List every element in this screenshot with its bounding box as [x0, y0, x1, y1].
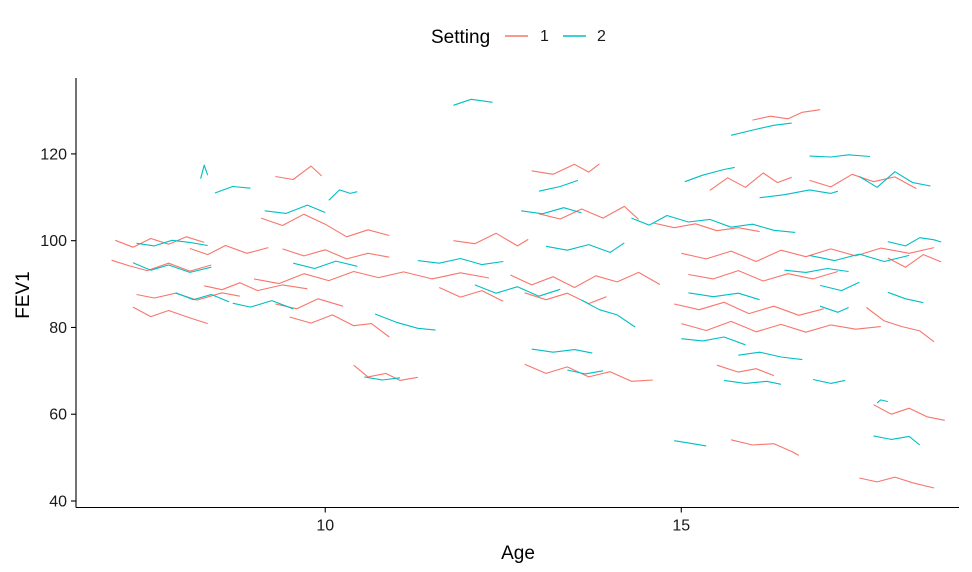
series-line-setting-1 [275, 298, 344, 310]
series-line-setting-2 [374, 313, 436, 331]
series-line-setting-1 [253, 270, 490, 285]
series-line-setting-2 [175, 292, 230, 303]
series-line-setting-1 [688, 270, 839, 282]
series-line-setting-2 [521, 207, 582, 215]
series-line-setting-1 [709, 172, 792, 191]
series-line-setting-2 [738, 351, 803, 361]
series-line-setting-1 [524, 292, 607, 305]
series-line-setting-2 [730, 122, 792, 136]
series-line-setting-2 [631, 214, 796, 233]
legend-label-2: 2 [597, 28, 606, 45]
series-line-setting-1 [752, 109, 821, 121]
series-line-setting-2 [200, 164, 209, 179]
series-line-setting-1 [716, 364, 775, 377]
series-line-setting-1 [524, 363, 653, 382]
series-line-setting-1 [289, 314, 390, 338]
y-tick-label: 40 [49, 493, 67, 510]
series-line-setting-2 [819, 305, 849, 313]
series-line-setting-2 [581, 299, 636, 328]
series-line-setting-1 [510, 271, 661, 289]
series-line-setting-2 [328, 189, 358, 201]
series-line-setting-1 [438, 286, 504, 302]
series-line-setting-2 [809, 253, 910, 263]
series-line-setting-2 [136, 239, 208, 247]
y-axis-ticks: 40 60 80 100 120 [40, 146, 76, 510]
legend: Setting 1 2 [431, 27, 606, 48]
series-line-setting-1 [674, 301, 824, 316]
series-line-setting-2 [812, 378, 846, 384]
series-line-setting-2 [567, 369, 604, 375]
series-line-setting-2 [859, 171, 931, 188]
series-line-setting-1 [681, 320, 881, 333]
x-axis-ticks: 10 15 [316, 507, 690, 535]
series-line-setting-1 [538, 205, 639, 220]
series-line-setting-1 [652, 222, 760, 233]
series-line-setting-2 [887, 291, 924, 304]
series-line-setting-2 [545, 242, 625, 253]
series-line-setting-1 [531, 163, 600, 175]
series-line-setting-1 [353, 364, 418, 381]
series-line-setting-1 [260, 213, 390, 238]
series-line-setting-2 [293, 260, 358, 270]
series-line-setting-1 [115, 236, 205, 248]
series-line-setting-2 [474, 284, 561, 297]
y-axis-title: FEV1 [13, 271, 34, 319]
series-line-setting-2 [538, 179, 579, 192]
series-line-setting-2 [723, 379, 782, 385]
x-axis-title: Age [501, 543, 535, 564]
series-line-setting-2 [784, 267, 849, 273]
series-line-setting-1 [111, 259, 212, 272]
legend-title: Setting [431, 27, 490, 48]
y-tick-label: 60 [49, 407, 67, 424]
series-line-setting-2 [688, 292, 760, 301]
series-line-setting-2 [453, 98, 493, 106]
series-line-setting-1 [189, 244, 269, 256]
series-line-setting-2 [214, 185, 251, 194]
series-line-setting-2 [417, 257, 504, 266]
series-line-setting-2 [876, 399, 888, 404]
series-line-setting-2 [531, 348, 593, 354]
series-line-setting-2 [873, 435, 921, 446]
y-tick-label: 120 [40, 146, 67, 163]
series-line-setting-2 [232, 300, 294, 310]
series-line-setting-1 [730, 439, 800, 456]
series-line-setting-1 [282, 248, 390, 260]
series-line-setting-2 [264, 204, 326, 214]
y-tick-label: 100 [40, 233, 67, 250]
series-line-setting-2 [809, 154, 871, 158]
series-line-setting-1 [873, 404, 945, 421]
series-line-setting-2 [887, 237, 942, 247]
series-line-setting-2 [819, 281, 860, 292]
plot-area [111, 98, 945, 489]
series-line-setting-1 [132, 306, 208, 325]
x-tick-label: 10 [316, 518, 334, 535]
series-line-setting-2 [759, 189, 839, 199]
series-line-setting-2 [681, 336, 746, 346]
series-line-setting-1 [887, 254, 942, 268]
legend-label-1: 1 [540, 28, 549, 45]
y-tick-label: 80 [49, 320, 67, 337]
series-line-setting-2 [684, 166, 735, 183]
series-line-setting-2 [674, 440, 707, 447]
series-line-setting-1 [204, 282, 308, 292]
x-tick-label: 15 [672, 518, 690, 535]
series-line-setting-1 [681, 247, 935, 263]
series-line-setting-1 [859, 476, 935, 489]
series-line-setting-1 [275, 165, 323, 181]
series-line-setting-2 [132, 262, 212, 273]
series-line-setting-1 [453, 232, 529, 247]
series-line-setting-1 [866, 307, 935, 343]
series-line-setting-1 [136, 292, 240, 301]
series-line-setting-2 [364, 376, 401, 381]
series-line-setting-1 [809, 173, 917, 190]
